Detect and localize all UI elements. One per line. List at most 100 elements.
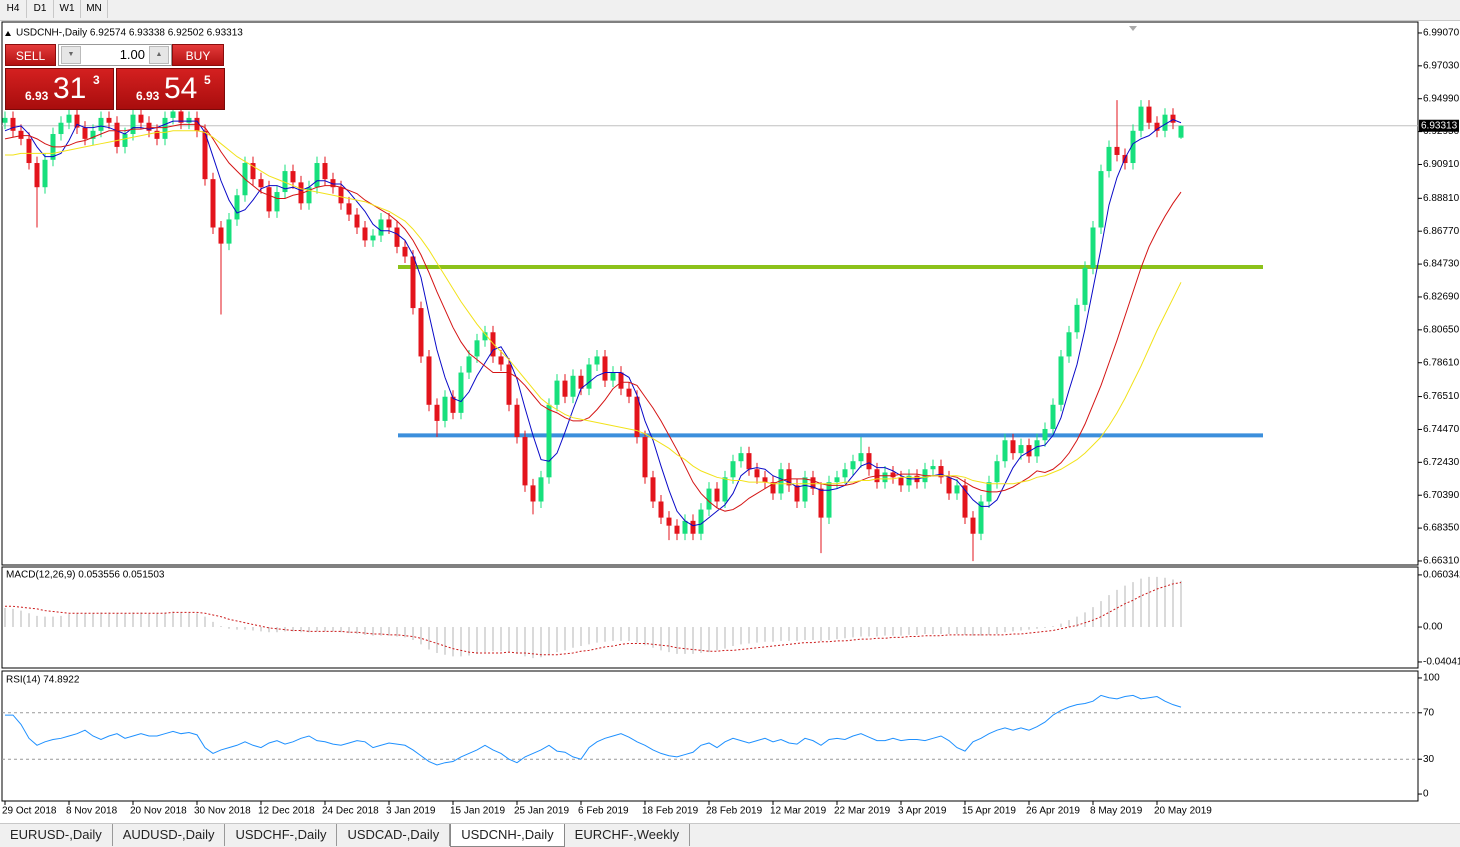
candle-body [1010, 440, 1016, 454]
candle-body [722, 477, 728, 502]
candle-body [618, 372, 624, 389]
price-label-box [1419, 119, 1459, 132]
y-tick-label: 6.82690 [1423, 292, 1460, 303]
candle-body [690, 520, 696, 534]
symbol-tab[interactable]: USDCAD-,Daily [337, 824, 451, 846]
x-tick-label: 8 Nov 2018 [66, 806, 118, 817]
lot-down[interactable]: ▼ [61, 46, 81, 64]
candle-body [362, 227, 368, 241]
lot-input[interactable]: ▼ 1.00 ▲ [58, 44, 172, 66]
candle-body [586, 364, 592, 389]
candle-body [162, 117, 168, 139]
candle-body [650, 477, 656, 502]
candle-body [1170, 114, 1176, 123]
candle-body [442, 396, 448, 421]
sell-button[interactable]: SELL [5, 44, 56, 66]
buy-button[interactable]: BUY [172, 44, 224, 66]
candle-body [946, 477, 952, 494]
candle-body [466, 356, 472, 373]
y-tick-label: 6.74470 [1423, 424, 1460, 435]
candle-body [738, 453, 744, 462]
candle-body [794, 485, 800, 502]
ask-prefix: 6.93 [136, 89, 160, 103]
candle-body [290, 171, 296, 183]
symbol-tab[interactable]: USDCNH-,Daily [450, 824, 565, 847]
rsi-panel [1, 670, 1419, 802]
one-click-panel: SELL ▼ 1.00 ▲ BUY 6.93 31 3 6.93 54 5 [5, 44, 225, 110]
moving-average [4, 118, 1182, 527]
candle-body [554, 380, 560, 405]
candle-body [858, 453, 864, 462]
candle-body [18, 130, 24, 139]
candle-body [330, 179, 336, 188]
y-tick-label: 6.76510 [1423, 391, 1460, 402]
candle-body [1034, 440, 1040, 457]
candle-body [610, 372, 616, 381]
symbol-tab[interactable]: EURUSD-,Daily [0, 824, 113, 846]
y-tick-label: 6.94990 [1423, 93, 1460, 104]
ask-box[interactable]: 6.93 54 5 [116, 68, 225, 110]
candle-body [930, 466, 936, 470]
candle-body [906, 475, 912, 486]
candle-body [1146, 106, 1152, 123]
candle-body [122, 134, 128, 147]
x-tick-label: 25 Jan 2019 [514, 806, 569, 817]
symbol-tab[interactable]: AUDUSD-,Daily [113, 824, 226, 846]
candle-body [562, 380, 568, 397]
x-tick-label: 15 Apr 2019 [962, 806, 1016, 817]
timeframe-button[interactable]: H4 [0, 0, 27, 18]
y-tick-label: 6.66310 [1423, 556, 1460, 567]
candle-body [26, 138, 32, 164]
y-tick-label: 100 [1423, 673, 1440, 684]
candle-body [426, 356, 432, 405]
candle-body [1042, 428, 1048, 441]
candle-body [538, 477, 544, 502]
y-tick-label: 30 [1423, 754, 1435, 765]
candle-body [58, 122, 64, 135]
candle-body [282, 171, 288, 193]
y-tick-label: 0.00 [1423, 622, 1443, 633]
candle-body [546, 404, 552, 478]
candle-body [90, 130, 96, 139]
rsi-line [5, 694, 1182, 766]
candle-body [66, 114, 72, 123]
candle-body [1026, 445, 1032, 457]
candle-body [146, 122, 152, 131]
candle-body [626, 388, 632, 397]
candle-body [210, 179, 216, 228]
y-tick-label: 0 [1423, 789, 1429, 800]
candle-body [1098, 171, 1104, 228]
candle-body [1114, 146, 1120, 155]
moving-average [4, 123, 1182, 512]
candle-body [1162, 114, 1168, 131]
x-tick-label: 30 Nov 2018 [194, 806, 251, 817]
candle-body [234, 195, 240, 220]
candle-body [826, 482, 832, 518]
candle-body [1058, 356, 1064, 405]
candle-body [226, 219, 232, 244]
ask-pips: 54 [164, 72, 198, 105]
candle-body [706, 488, 712, 510]
x-tick-label: 22 Mar 2019 [834, 806, 891, 817]
candle-body [762, 477, 768, 483]
y-tick-label: -0.040415 [1423, 657, 1460, 668]
candle-body [266, 187, 272, 212]
bid-pips: 31 [53, 72, 87, 105]
candle-body [666, 517, 672, 526]
candle-body [98, 117, 104, 131]
candle-body [698, 509, 704, 534]
symbol-tab[interactable]: USDCHF-,Daily [225, 824, 338, 846]
lot-up[interactable]: ▲ [149, 46, 169, 64]
symbol-tab[interactable]: EURCHF-,Weekly [565, 824, 691, 846]
timeframe-button[interactable]: W1 [54, 0, 81, 18]
timeframe-button[interactable]: MN [81, 0, 108, 18]
timeframe-button[interactable]: D1 [27, 0, 54, 18]
candle-body [578, 375, 584, 389]
candle-body [842, 469, 848, 478]
y-tick-label: 6.88810 [1423, 193, 1460, 204]
bid-box[interactable]: 6.93 31 3 [5, 68, 114, 110]
candle-body [1050, 404, 1056, 429]
candle-body [186, 117, 192, 123]
candle-body [1154, 122, 1160, 131]
candle-body [1074, 304, 1080, 333]
